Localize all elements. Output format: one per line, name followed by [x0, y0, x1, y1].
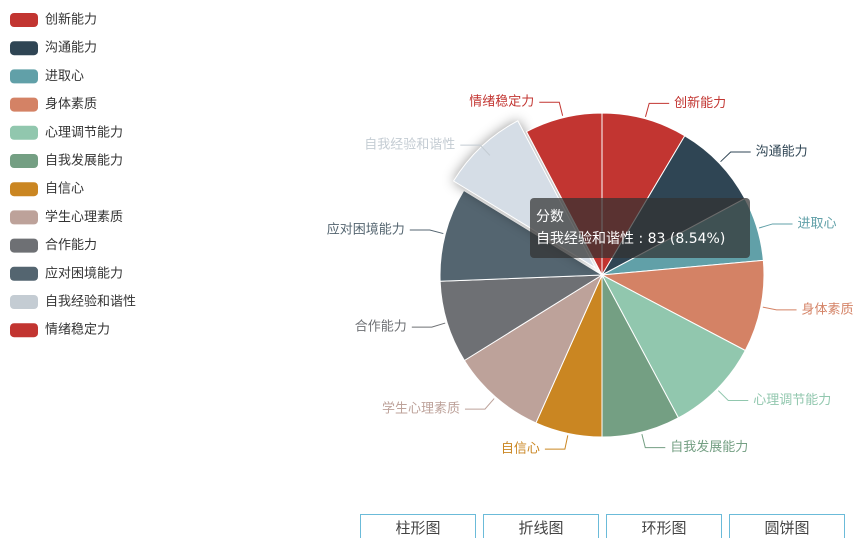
label-line [644, 102, 670, 117]
label-line [717, 390, 749, 401]
legend-swatch [10, 295, 38, 309]
legend-label: 自我发展能力 [45, 153, 123, 169]
slice-label: 应对困境能力 [327, 222, 405, 238]
slice-label: 自信心 [501, 442, 540, 457]
button[interactable]: 环形图 [606, 514, 722, 538]
legend-label: 应对困境能力 [45, 265, 123, 281]
tooltip-text: 自我经验和谐性 : 83 (8.54%) [536, 231, 726, 247]
legend-label: 沟通能力 [45, 41, 97, 56]
slice-label: 情绪稳定力 [469, 94, 534, 110]
button[interactable]: 折线图 [483, 514, 599, 538]
legend-label: 自信心 [45, 182, 84, 197]
label-line [409, 229, 444, 235]
pie-slice [600, 273, 747, 419]
tooltip: 分数 自我经验和谐性 : 83 (8.54%) [530, 198, 750, 258]
legend-swatch [10, 13, 38, 27]
slice-label: 创新能力 [674, 95, 726, 111]
legend-label: 身体素质 [45, 96, 97, 112]
legend-swatch [10, 97, 38, 112]
legend-swatch [10, 125, 38, 140]
legend-swatch [10, 210, 38, 225]
button[interactable]: 圆饼图 [729, 514, 845, 538]
legend-label: 自我经验和谐性 [45, 294, 136, 310]
label-line [460, 144, 491, 156]
legend-swatch [10, 238, 38, 253]
legend-swatch [10, 182, 38, 197]
slice-label: 进取心 [798, 216, 837, 231]
legend-label: 学生心理素质 [45, 209, 123, 225]
legend-swatch [10, 266, 38, 281]
tooltip-title: 分数 [536, 209, 564, 225]
label-line [411, 322, 446, 328]
legend-label: 心理调节能力 [45, 125, 123, 140]
label-line [464, 398, 495, 410]
pie-slice [600, 259, 765, 352]
legend-swatch [10, 41, 38, 56]
button[interactable]: 柱形图 [360, 514, 476, 538]
pie-slice [463, 273, 604, 424]
slice-label: 自我发展能力 [670, 439, 748, 455]
slice-label: 沟通能力 [756, 145, 808, 160]
slice-label: 自我经验和谐性 [364, 137, 455, 153]
legend-label: 合作能力 [45, 238, 97, 253]
label-line [720, 151, 751, 163]
legend-label: 创新能力 [45, 12, 97, 28]
pie-slice [439, 189, 604, 282]
label-line [641, 433, 666, 449]
legend-swatch [10, 154, 38, 168]
label-line [544, 435, 569, 450]
slice-label: 心理调节能力 [753, 393, 831, 408]
legend-label: 进取心 [45, 69, 84, 84]
label-line [762, 306, 797, 311]
legend-label: 情绪稳定力 [45, 322, 110, 338]
label-line [758, 223, 793, 229]
slice-label: 学生心理素质 [382, 401, 460, 417]
slice-label: 合作能力 [355, 320, 407, 335]
slice-label: 身体素质 [802, 301, 853, 317]
legend-swatch [10, 69, 38, 84]
label-line [539, 101, 564, 116]
legend-swatch [10, 323, 38, 338]
